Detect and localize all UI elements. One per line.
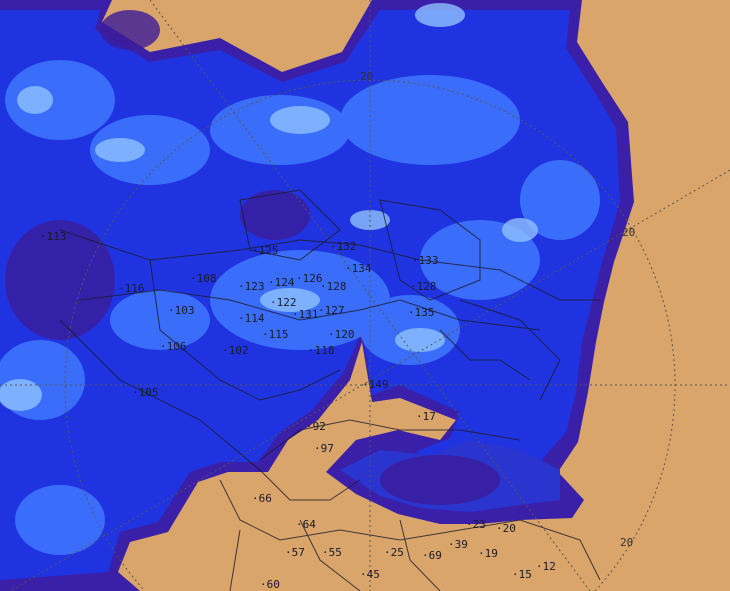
station-label: ·64: [296, 518, 316, 531]
station-label: ·133: [412, 254, 439, 267]
boundary-line: [79, 289, 541, 331]
precipitation-heavy-cores: [0, 60, 600, 555]
station-label: ·126: [296, 272, 323, 285]
district-boundaries: [59, 189, 601, 591]
station-label: ·134: [345, 262, 372, 275]
station-label: ·17: [416, 410, 436, 423]
station-label: ·127: [318, 304, 345, 317]
station-label: ·15: [512, 568, 532, 581]
boundary-line: [59, 319, 261, 471]
station-label: ·12: [536, 560, 556, 573]
station-label: ·23: [466, 518, 486, 531]
precipitation-light-cores: [0, 3, 538, 411]
station-label: ·102: [222, 344, 249, 357]
station-label: ·149: [362, 378, 389, 391]
boundary-line: [259, 469, 361, 501]
boundary-line: [59, 229, 600, 301]
station-label: ·97: [314, 442, 334, 455]
station-labels: ·113 ·108 ·116 ·103 ·106 ·105 ·102 ·123·124·126…: [40, 230, 556, 591]
station-label: ·131: [292, 308, 319, 321]
station-label: ·66: [252, 492, 272, 505]
station-label: ·128: [410, 280, 437, 293]
station-label: ·103: [168, 304, 195, 317]
station-label: ·45: [360, 568, 380, 581]
boundary-line: [259, 419, 521, 461]
station-label: ·114: [238, 312, 265, 325]
range-ring-label: 20: [620, 536, 633, 549]
station-label: ·124: [268, 276, 295, 289]
station-label: ·132: [330, 240, 357, 253]
station-label: ·69: [422, 549, 442, 562]
station-label: ·108: [190, 272, 217, 285]
station-label: ·39: [448, 538, 468, 551]
boundary-line: [149, 259, 341, 401]
boundary-line: [459, 299, 561, 401]
station-label: ·57: [285, 546, 305, 559]
station-label: ·106: [160, 340, 187, 353]
precipitation-dark-patches: [5, 10, 500, 505]
station-label: ·60: [260, 578, 280, 591]
boundary-line: [219, 479, 601, 581]
boundary-line: [439, 329, 531, 381]
station-label: ·115: [262, 328, 289, 341]
station-label: ·19: [478, 547, 498, 560]
range-ring-label: 20: [360, 70, 373, 83]
station-label: ·125: [252, 244, 279, 257]
station-label: ·20: [496, 522, 516, 535]
station-label: ·25: [384, 546, 404, 559]
station-label: ·120: [328, 328, 355, 341]
station-label: ·122: [270, 296, 297, 309]
range-ring: [64, 79, 676, 591]
station-label: ·123: [238, 280, 265, 293]
station-label: ·55: [322, 546, 342, 559]
station-label: ·118: [308, 344, 335, 357]
boundary-line: [299, 519, 361, 591]
station-label: ·128: [320, 280, 347, 293]
station-label: ·92: [306, 420, 326, 433]
boundary-line: [229, 529, 241, 591]
station-label: ·135: [408, 306, 435, 319]
station-label: ·105: [132, 386, 159, 399]
station-label: ·116: [118, 282, 145, 295]
boundary-line: [399, 519, 441, 591]
boundary-line: [379, 199, 481, 301]
range-ring-label: 20: [622, 226, 635, 239]
station-label: ·113: [40, 230, 67, 243]
boundary-line: [239, 189, 341, 261]
